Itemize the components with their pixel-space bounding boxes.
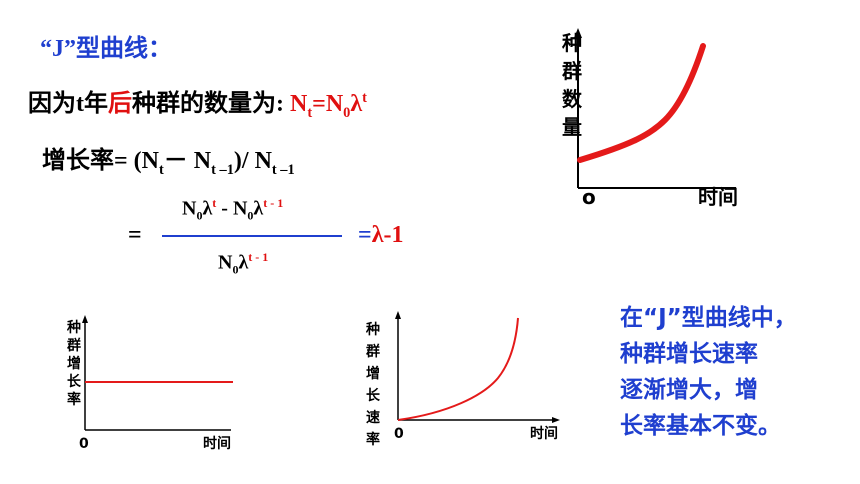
population-j-curve-chart: 种 群 数 量 o 时间 <box>561 28 738 209</box>
y-label-char: 增 <box>366 365 380 382</box>
x-axis-arrow <box>552 417 560 423</box>
page-title: “J”型曲线： <box>40 36 172 62</box>
x-axis-label: 时间 <box>203 435 231 452</box>
y-label-char: 群 <box>66 337 81 354</box>
fraction-bar <box>162 235 342 237</box>
y-label-char: 群 <box>365 343 380 360</box>
note-line: 逐渐增大，增 <box>620 377 758 403</box>
line1-suffix: 种群的数量为: <box>132 91 284 117</box>
population-curve <box>577 43 706 163</box>
y-label-char: 种 <box>561 31 582 55</box>
summary-note: 在“J”型曲线中， 种群增长速率 逐渐增大，增 长率基本不变。 <box>620 300 860 444</box>
fraction-numerator: N0λt - N0λt - 1 <box>182 196 284 223</box>
note-line: 种群增长速率 <box>620 341 758 367</box>
y-label-char: 数 <box>562 87 583 111</box>
origin-label: o <box>582 185 596 209</box>
fraction-equals: = <box>128 222 142 248</box>
growth-rate-chart: 种 群 增 长 率 0 时间 <box>66 315 233 452</box>
growth-rate-definition: 增长率= (Nt－ Nt –1)/ Nt –1 <box>42 148 295 178</box>
origin-label: 0 <box>394 426 404 442</box>
origin-label: 0 <box>79 436 89 452</box>
line1-prefix: 因为t年 <box>28 91 108 117</box>
fraction-denominator: N0λt - 1 <box>218 250 269 277</box>
y-label-char: 率 <box>67 391 81 408</box>
y-label-char: 种 <box>365 321 380 338</box>
y-axis-arrow <box>82 315 88 323</box>
y-label-char: 长 <box>67 373 82 390</box>
y-label-char: 速 <box>366 409 380 426</box>
note-line: 长率基本不变。 <box>620 413 781 439</box>
x-axis-label: 时间 <box>530 425 558 442</box>
line1-highlight: 后 <box>108 91 132 117</box>
y-label-char: 长 <box>366 387 381 404</box>
y-label-char: 增 <box>67 355 81 372</box>
fraction-result: =λ-1 <box>358 222 404 248</box>
population-formula-line: 因为t年后种群的数量为: Nt=N0λt <box>28 83 367 122</box>
y-label-char: 种 <box>66 319 81 336</box>
y-axis-arrow <box>574 28 582 38</box>
note-line: 在“J”型曲线中， <box>620 305 797 331</box>
growth-speed-chart: 种 群 增 长 速 率 0 时间 <box>365 311 560 448</box>
y-label-char: 率 <box>366 431 380 448</box>
y-label-char: 群 <box>561 59 582 83</box>
y-axis-arrow <box>395 311 401 319</box>
growth-speed-curve <box>397 317 519 421</box>
population-formula: Nt=N0λt <box>290 90 367 121</box>
y-label-char: 量 <box>562 115 582 139</box>
x-axis-label: 时间 <box>698 185 738 209</box>
